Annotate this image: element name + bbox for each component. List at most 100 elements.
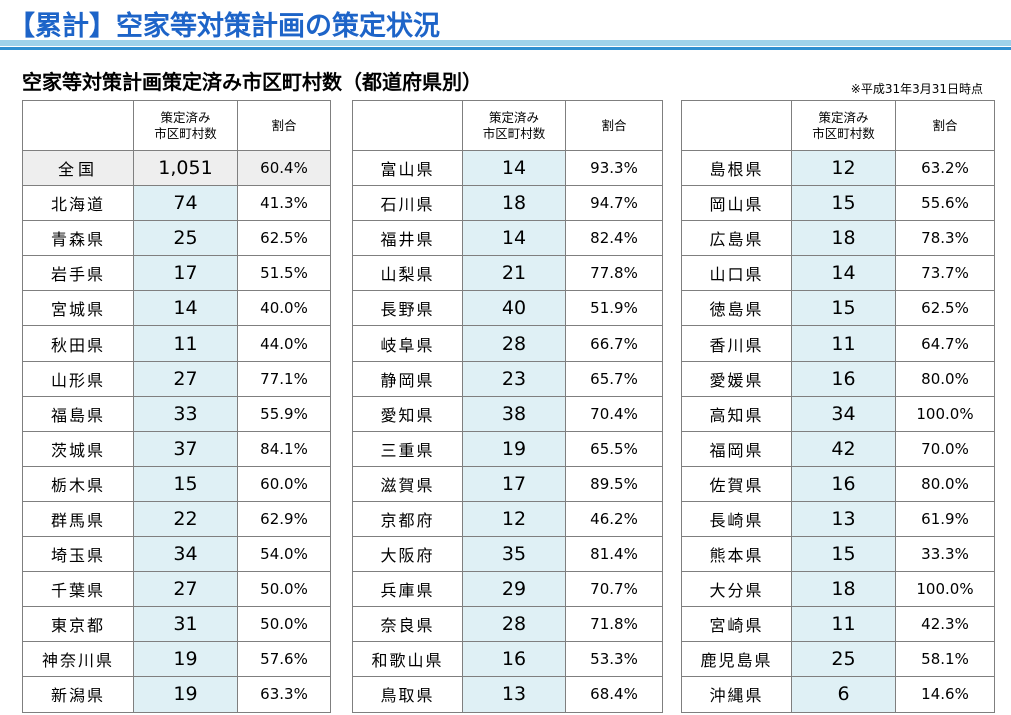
pref-name-cell: 高知県 [681,395,792,432]
pref-name-cell: 富山県 [352,149,463,187]
pref-name-cell: 鳥取県 [352,676,463,713]
ratio-cell: 71.8% [565,606,663,643]
plan-count-cell: 16 [462,641,566,678]
pref-name-cell: 福岡県 [681,430,792,467]
ratio-cell: 78.3% [895,220,995,257]
table-row: 岡山県 15 55.6% [681,185,995,222]
pref-name-cell: 兵庫県 [352,571,463,608]
plan-count-cell: 14 [462,149,566,187]
table-row: 鹿児島県 25 58.1% [681,641,995,678]
table-row: 鳥取県 13 68.4% [352,676,663,713]
plan-count-cell: 23 [462,360,566,397]
table-row: 長野県 40 51.9% [352,290,663,327]
table-row: 静岡県 23 65.7% [352,360,663,397]
pref-name-cell: 茨城県 [22,430,134,467]
ratio-cell: 60.0% [237,465,331,502]
table-row: 熊本県 15 33.3% [681,536,995,573]
plan-count-cell: 17 [462,465,566,502]
header-blank [22,100,134,151]
ratio-cell: 44.0% [237,325,331,362]
ratio-cell: 77.8% [565,255,663,292]
table-row: 福岡県 42 70.0% [681,430,995,467]
plan-count-cell: 34 [791,395,896,432]
ratio-cell: 61.9% [895,500,995,538]
ratio-cell: 33.3% [895,536,995,573]
pref-name-cell: 奈良県 [352,606,463,643]
plan-count-cell: 25 [791,641,896,678]
table-row: 福島県 33 55.9% [22,395,331,432]
pref-name-cell: 滋賀県 [352,465,463,502]
pref-name-cell: 神奈川県 [22,641,134,678]
ratio-cell: 84.1% [237,430,331,467]
plan-count-cell: 19 [133,641,238,678]
pref-table-2: 策定済み 市区町村数 割合 富山県 14 93.3% 石川県 18 94.7% 福井県 14 82… [352,100,663,713]
pref-name-cell: 山形県 [22,360,134,397]
ratio-cell: 50.0% [237,571,331,608]
table-row: 群馬県 22 62.9% [22,500,331,538]
table-row: 島根県 12 63.2% [681,149,995,187]
table-row: 埼玉県 34 54.0% [22,536,331,573]
table-header-row: 策定済み 市区町村数 割合 [681,100,995,151]
pref-name-cell: 新潟県 [22,676,134,713]
pref-name-cell: 広島県 [681,220,792,257]
plan-count-cell: 42 [791,430,896,467]
pref-name-cell: 埼玉県 [22,536,134,573]
table-row: 広島県 18 78.3% [681,220,995,257]
plan-count-cell: 28 [462,325,566,362]
pref-name-cell: 石川県 [352,185,463,222]
plan-count-cell: 13 [791,500,896,538]
table-row: 秋田県 11 44.0% [22,325,331,362]
table-row: 山形県 27 77.1% [22,360,331,397]
ratio-cell: 70.0% [895,430,995,467]
pref-name-cell: 京都府 [352,500,463,538]
plan-count-cell: 18 [791,220,896,257]
ratio-cell: 46.2% [565,500,663,538]
plan-count-cell: 19 [133,676,238,713]
plan-count-cell: 18 [462,185,566,222]
plan-count-cell: 1,051 [133,149,238,187]
ratio-cell: 81.4% [565,536,663,573]
header-ratio: 割合 [565,100,663,151]
ratio-cell: 66.7% [565,325,663,362]
plan-count-cell: 16 [791,360,896,397]
pref-name-cell: 静岡県 [352,360,463,397]
pref-name-cell: 福井県 [352,220,463,257]
table-row: 京都府 12 46.2% [352,500,663,538]
plan-count-cell: 21 [462,255,566,292]
ratio-cell: 94.7% [565,185,663,222]
table-row: 栃木県 15 60.0% [22,465,331,502]
plan-count-cell: 27 [133,571,238,608]
table-row: 和歌山県 16 53.3% [352,641,663,678]
pref-name-cell: 群馬県 [22,500,134,538]
table-body: 富山県 14 93.3% 石川県 18 94.7% 福井県 14 82.4% 山梨県 21 77.8%… [352,149,663,713]
plan-count-cell: 40 [462,290,566,327]
plan-count-cell: 27 [133,360,238,397]
plan-count-cell: 15 [791,290,896,327]
table-row: 沖縄県 6 14.6% [681,676,995,713]
plan-count-cell: 18 [791,571,896,608]
ratio-cell: 89.5% [565,465,663,502]
plan-count-cell: 11 [791,325,896,362]
table-row: 神奈川県 19 57.6% [22,641,331,678]
table-row: 山梨県 21 77.8% [352,255,663,292]
plan-count-cell: 6 [791,676,896,713]
date-note: ※平成31年3月31日時点 [850,82,983,96]
ratio-cell: 41.3% [237,185,331,222]
ratio-cell: 40.0% [237,290,331,327]
pref-name-cell: 栃木県 [22,465,134,502]
ratio-cell: 100.0% [895,571,995,608]
plan-count-cell: 28 [462,606,566,643]
plan-count-cell: 34 [133,536,238,573]
plan-count-cell: 33 [133,395,238,432]
header-blank [352,100,463,151]
table-subtitle: 空家等対策計画策定済み市区町村数（都道府県別） [22,70,482,94]
ratio-cell: 80.0% [895,465,995,502]
ratio-cell: 65.7% [565,360,663,397]
table-row: 茨城県 37 84.1% [22,430,331,467]
table-row: 宮城県 14 40.0% [22,290,331,327]
pref-name-cell: 大分県 [681,571,792,608]
table-row: 大阪府 35 81.4% [352,536,663,573]
ratio-cell: 55.6% [895,185,995,222]
title-rule-dark [0,47,1011,50]
table-row: 奈良県 28 71.8% [352,606,663,643]
